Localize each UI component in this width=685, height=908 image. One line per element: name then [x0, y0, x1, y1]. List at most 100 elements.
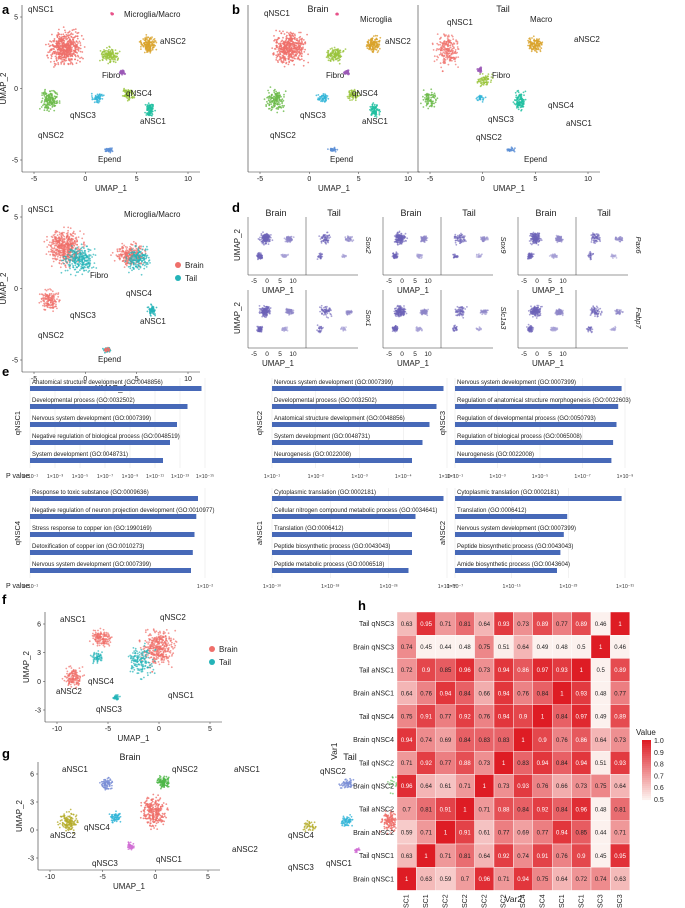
cluster-label-f: aNSC2: [56, 687, 82, 696]
umap-b-brain-points: [263, 12, 382, 153]
heatmap-row-label: Tail qNSC2: [359, 760, 394, 767]
heatmap-value: 0.74: [420, 738, 432, 744]
go-term-label: Nervous system development (GO:0007399): [274, 380, 393, 386]
legend-dot: [209, 646, 215, 652]
heatmap-value: 1: [405, 877, 409, 883]
heatmap-value: 0.64: [517, 645, 529, 651]
panel-letter-g: g: [2, 746, 10, 761]
y-tick-label: 6: [30, 772, 34, 779]
heatmap-value: 0.44: [440, 645, 452, 651]
gene-label: Slc1a3: [499, 307, 508, 331]
heatmap-value: 0.75: [595, 784, 607, 790]
y-tick-label: -5: [12, 358, 18, 365]
go-panel-qNSC2: Nervous system development (GO:0007399) D…: [255, 378, 455, 480]
colorbar-segment: [642, 762, 651, 765]
umap-b-brain-axes: -5 0 5 10 UMAP_1: [247, 5, 420, 193]
heatmap-value: 0.93: [556, 668, 568, 674]
y-axis-label: UMAP_2: [22, 650, 31, 683]
x-tick-label: 0: [535, 278, 539, 285]
feature-plot-points: [391, 230, 429, 260]
cluster-label-c: aNSC1: [140, 317, 166, 326]
heatmap-col-label: Brain aNSC1: [559, 894, 566, 908]
colorbar-segment: [642, 780, 651, 783]
colorbar-segment: [642, 744, 651, 747]
cluster-label-a: Fibro: [102, 71, 121, 80]
x-tick-label: 10: [424, 351, 432, 358]
colorbar-tick: 0.9: [654, 750, 664, 757]
heatmap-value: 0.83: [478, 738, 490, 744]
colorbar-segment: [642, 768, 651, 771]
heatmap-value: 0.84: [556, 715, 568, 721]
x-tick-label: 10: [289, 278, 297, 285]
heatmap-value: 1: [502, 761, 506, 767]
x-tick-label: 10: [584, 176, 592, 183]
go-term-label: Detoxification of copper ion (GO:0010273…: [32, 544, 144, 550]
cluster-label-f: aNSC1: [60, 615, 86, 624]
go-term-label: Nervous system development (GO:0007399): [32, 562, 151, 568]
heatmap-value: 0.89: [614, 668, 626, 674]
go-bar: [30, 386, 202, 391]
umap-f-points: [61, 627, 178, 701]
heatmap-value: 0.64: [595, 738, 607, 744]
x-axis-label: UMAP_1: [95, 184, 128, 193]
legend-title: Value: [636, 728, 656, 737]
gene-label: Fabp7: [634, 307, 643, 329]
x-tick-label: -10: [52, 726, 62, 733]
go-bar: [272, 386, 444, 391]
x-tick-label: 0: [265, 351, 269, 358]
go-bar: [455, 458, 612, 463]
heatmap-value: 0.91: [459, 831, 471, 837]
heatmap-value: 0.63: [401, 622, 413, 628]
heatmap-value: 0.94: [498, 715, 510, 721]
x-tick-label: -5: [31, 176, 37, 183]
colorbar-tick: 0.6: [654, 785, 664, 792]
heatmap-value: 0.88: [498, 807, 510, 813]
x-axis-label: UMAP_1: [397, 286, 430, 295]
panel-letter-d: d: [232, 200, 240, 215]
heatmap-value: 0.63: [614, 877, 626, 883]
heatmap-value: 0.71: [440, 854, 452, 860]
heatmap-value: 0.45: [595, 854, 607, 860]
go-term-label: Cytoplasmic translation (GO:0002181): [457, 490, 559, 496]
heatmap-value: 0.96: [459, 668, 471, 674]
heatmap-value: 0.76: [420, 691, 432, 697]
x-axis-label: UMAP_1: [532, 286, 565, 295]
y-tick-label: 3: [30, 800, 34, 807]
go-term-label: Anatomical structure development (GO:004…: [274, 416, 405, 422]
heatmap-value: 0.64: [401, 691, 413, 697]
x-tick-label: 5: [548, 278, 552, 285]
title-brain: Brain: [400, 208, 421, 218]
x-tick-label: 0: [481, 176, 485, 183]
colorbar-segment: [642, 752, 651, 755]
panel-letter-c: c: [2, 200, 9, 215]
cluster-label-f: qNSC1: [168, 691, 194, 700]
go-term-label: Peptide metabolic process (GO:0006518): [274, 562, 384, 568]
colorbar-segment: [642, 778, 651, 781]
heatmap-value: 0.84: [459, 691, 471, 697]
go-panel-qNSC3: Nervous system development (GO:0007399) R…: [438, 378, 633, 480]
p-tick-label: 1×10⁻¹⁰: [263, 584, 281, 590]
heatmap-value: 0.76: [478, 715, 490, 721]
y-axis-label: UMAP_2: [0, 272, 8, 305]
heatmap-value: 0.51: [595, 761, 607, 767]
go-bar: [272, 550, 412, 555]
heatmap-value: 0.81: [614, 807, 626, 813]
heatmap-col-label: Brain qNSC3: [598, 894, 605, 908]
go-bar: [455, 496, 622, 501]
x-tick-label: 5: [533, 176, 537, 183]
heatmap-value: 0.76: [556, 854, 568, 860]
panel-letter-b: b: [232, 2, 240, 17]
colorbar-segment: [642, 746, 651, 749]
gene-label: Sox1: [364, 309, 373, 326]
go-bar: [455, 568, 557, 573]
p-tick-label: 1×10⁻¹⁵: [196, 474, 214, 480]
x-tick-label: 0: [265, 278, 269, 285]
heatmap-value: 0.61: [478, 831, 490, 837]
go-bar: [30, 440, 170, 445]
colorbar-tick: 1.0: [654, 738, 664, 745]
x-tick-label: 0: [83, 376, 87, 383]
x-tick-label: 0: [400, 278, 404, 285]
legend-dot: [175, 262, 181, 268]
